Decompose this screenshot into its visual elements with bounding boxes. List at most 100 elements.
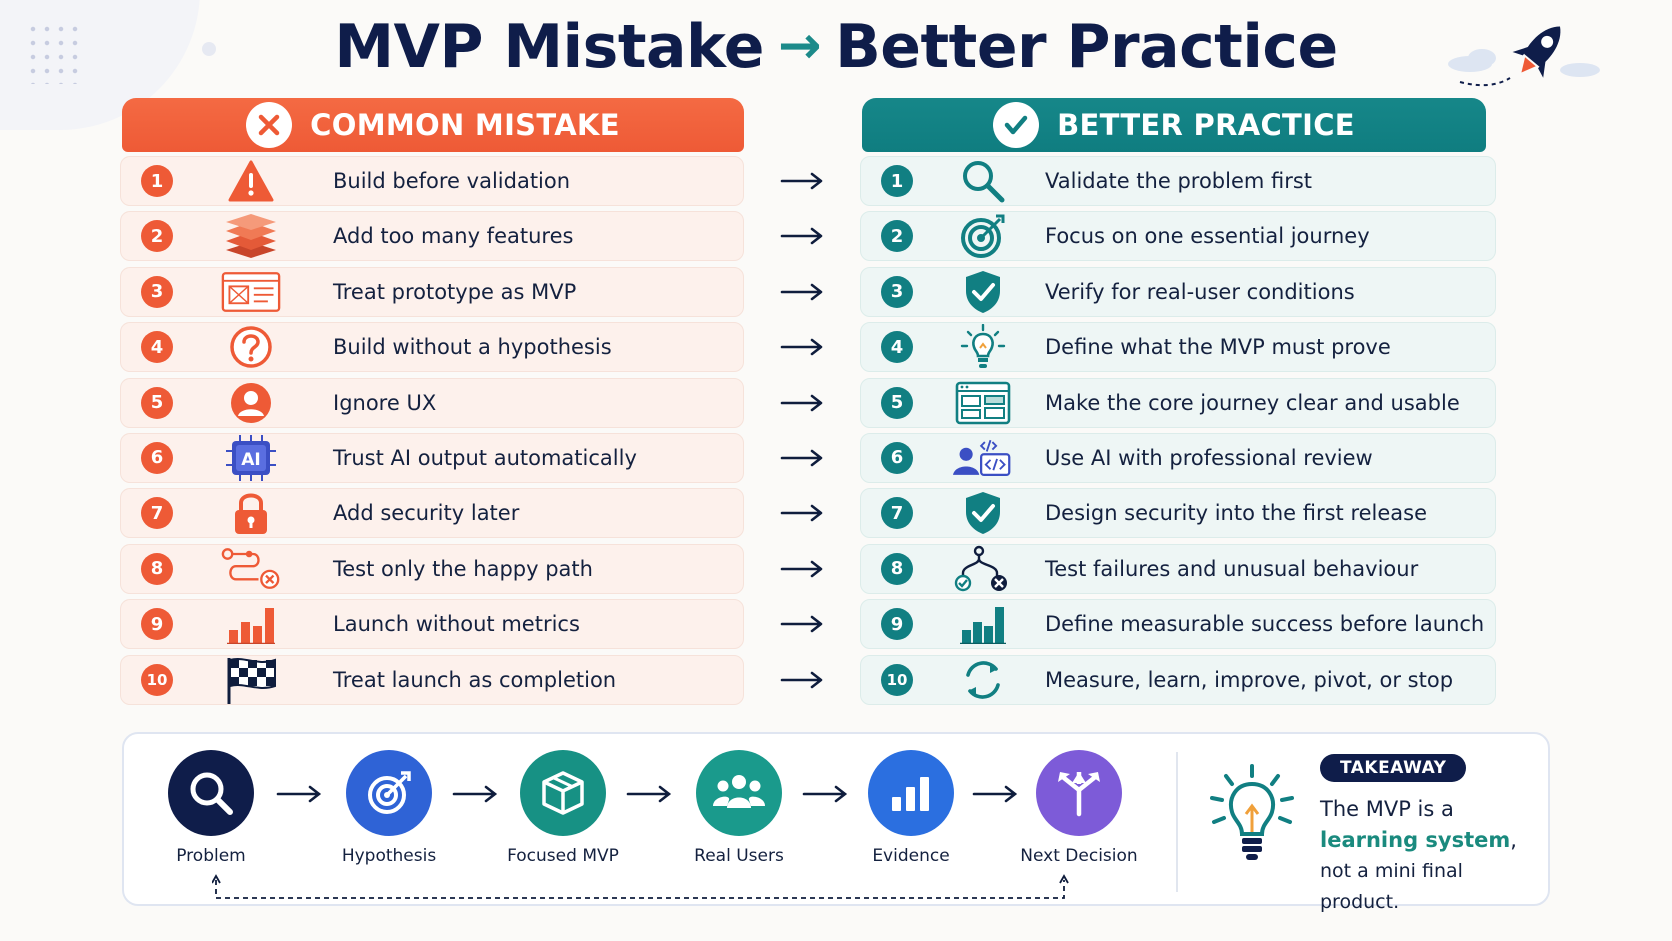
rocket-icon bbox=[1448, 26, 1600, 87]
title-right: Better Practice bbox=[835, 12, 1338, 82]
user-code-icon bbox=[953, 433, 1013, 483]
cycle-icon bbox=[953, 655, 1013, 705]
practice-number: 3 bbox=[881, 275, 913, 308]
flow-step-problem: Problem bbox=[136, 750, 286, 866]
mistake-text: Treat launch as completion bbox=[333, 667, 617, 692]
search-icon bbox=[168, 750, 254, 836]
flow-step-label: Problem bbox=[176, 846, 246, 866]
flow-step-evidence: Evidence bbox=[836, 750, 986, 866]
arrow-right-icon bbox=[772, 599, 832, 649]
practice-number: 10 bbox=[881, 663, 913, 696]
practice-row: 6 Use AI with professional review bbox=[860, 432, 1496, 483]
svg-text:AI: AI bbox=[241, 450, 260, 470]
flow-step-hypothesis: Hypothesis bbox=[314, 750, 464, 866]
bar-chart-icon bbox=[868, 750, 954, 836]
flow-step-real-users: Real Users bbox=[664, 750, 814, 866]
mistake-text: Add too many features bbox=[333, 224, 574, 249]
mistake-text: Launch without metrics bbox=[333, 612, 580, 637]
mistake-number: 10 bbox=[141, 663, 173, 696]
practice-text: Make the core journey clear and usable bbox=[1045, 390, 1460, 415]
mistake-number: 5 bbox=[141, 386, 173, 419]
page-title: MVP Mistake → Better Practice bbox=[0, 12, 1672, 82]
mistake-text: Test only the happy path bbox=[333, 556, 593, 581]
arrow-right-icon bbox=[452, 785, 498, 803]
lightbulb-icon bbox=[953, 322, 1013, 372]
wireframe-icon bbox=[221, 267, 281, 317]
bar-chart-icon bbox=[221, 599, 281, 649]
mistake-number: 9 bbox=[141, 608, 173, 641]
practice-row: 9 Define measurable success before launc… bbox=[860, 599, 1496, 650]
practice-number: 4 bbox=[881, 331, 913, 364]
practice-row: 7 Design security into the first release bbox=[860, 488, 1496, 539]
practice-row: 3 Verify for real-user conditions bbox=[860, 266, 1496, 317]
mistake-number: 1 bbox=[141, 165, 173, 197]
decor-dot bbox=[202, 42, 216, 56]
arrow-right-icon bbox=[772, 322, 832, 372]
practice-text: Define what the MVP must prove bbox=[1045, 335, 1391, 360]
practice-number: 9 bbox=[881, 608, 913, 641]
mistake-row: 9 Launch without metrics bbox=[120, 599, 744, 650]
arrow-right-icon bbox=[772, 267, 832, 317]
common-mistake-label: COMMON MISTAKE bbox=[310, 108, 620, 142]
shield-check-icon bbox=[953, 488, 1013, 538]
mistake-row: 3 Treat prototype as MVP bbox=[120, 266, 744, 317]
target-icon bbox=[346, 750, 432, 836]
practice-number: 2 bbox=[881, 220, 913, 253]
target-icon bbox=[953, 211, 1013, 261]
mistake-number: 6 bbox=[141, 441, 173, 474]
practice-text: Measure, learn, improve, pivot, or stop bbox=[1045, 667, 1454, 692]
mistake-row: 5 Ignore UX bbox=[120, 377, 744, 428]
takeaway-text: The MVP is a learning system, not a mini… bbox=[1320, 794, 1548, 918]
mistake-number: 3 bbox=[141, 275, 173, 308]
mistake-list: 1 Build before validation 2 Add too many… bbox=[120, 156, 744, 710]
practice-row: 1 Validate the problem first bbox=[860, 156, 1496, 206]
flow-step-focused-mvp: Focused MVP bbox=[488, 750, 638, 866]
practice-number: 6 bbox=[881, 441, 913, 474]
path-fail-icon bbox=[221, 544, 281, 594]
mistake-text: Trust AI output automatically bbox=[333, 445, 637, 470]
learning-cycle-panel: Problem Hypothesis Focused MVP Real User… bbox=[122, 732, 1550, 913]
bar-chart-icon bbox=[953, 599, 1013, 649]
takeaway-comma: , bbox=[1510, 828, 1517, 852]
practice-number: 1 bbox=[881, 165, 913, 197]
practice-row: 10 Measure, learn, improve, pivot, or st… bbox=[860, 654, 1496, 705]
decor-dot-grid bbox=[26, 22, 80, 84]
row-arrows bbox=[772, 156, 832, 710]
practice-number: 7 bbox=[881, 497, 913, 530]
arrow-right-icon bbox=[772, 544, 832, 594]
flow-step-label: Next Decision bbox=[1020, 846, 1138, 866]
box-icon bbox=[520, 750, 606, 836]
flow-step-label: Real Users bbox=[694, 846, 784, 866]
practice-list: 1 Validate the problem first 2 Focus on … bbox=[860, 156, 1496, 710]
close-circle-icon bbox=[246, 102, 293, 148]
mistake-row: 7 Add security later bbox=[120, 488, 744, 539]
arrow-right-icon bbox=[772, 378, 832, 428]
mistake-row: 4 Build without a hypothesis bbox=[120, 322, 744, 373]
better-practice-header: BETTER PRACTICE bbox=[862, 98, 1486, 152]
practice-row: 5 Make the core journey clear and usable bbox=[860, 377, 1496, 428]
direction-arrows-icon bbox=[1036, 750, 1122, 836]
arrow-right-icon bbox=[626, 785, 672, 803]
common-mistake-header: COMMON MISTAKE bbox=[122, 98, 744, 152]
arrow-right-icon bbox=[772, 156, 832, 206]
practice-row: 8 Test failures and unusual behaviour bbox=[860, 543, 1496, 594]
practice-number: 8 bbox=[881, 552, 913, 585]
better-practice-label: BETTER PRACTICE bbox=[1057, 108, 1355, 142]
mistake-text: Add security later bbox=[333, 501, 520, 526]
shield-check-icon bbox=[953, 267, 1013, 317]
lightbulb-icon bbox=[1210, 764, 1294, 860]
feedback-loop-arrow bbox=[212, 874, 1069, 899]
takeaway-line-3: not a mini final product. bbox=[1320, 860, 1463, 913]
arrow-right-icon bbox=[276, 785, 322, 803]
layout-icon bbox=[953, 378, 1013, 428]
users-icon bbox=[696, 750, 782, 836]
practice-row: 4 Define what the MVP must prove bbox=[860, 322, 1496, 373]
mistake-text: Build without a hypothesis bbox=[333, 335, 612, 360]
user-icon bbox=[221, 378, 281, 428]
checkered-flag-icon bbox=[221, 655, 281, 705]
mistake-number: 8 bbox=[141, 552, 173, 585]
flow-step-next-decision: Next Decision bbox=[1004, 750, 1154, 866]
mistake-row: 2 Add too many features bbox=[120, 211, 744, 262]
takeaway-highlight: learning system bbox=[1320, 828, 1511, 852]
flow-step-label: Focused MVP bbox=[507, 846, 619, 866]
